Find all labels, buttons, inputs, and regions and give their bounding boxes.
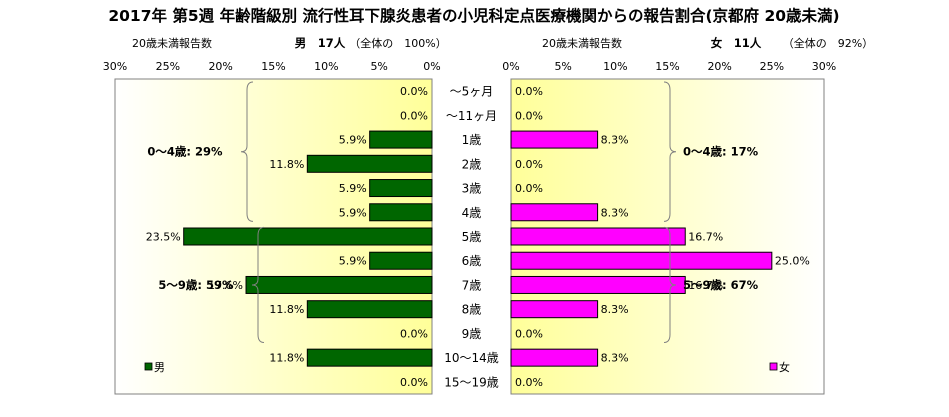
female-bar <box>510 275 686 294</box>
male-bar <box>306 300 433 319</box>
right-tick-label: 15% <box>655 60 679 73</box>
category-label: ～5ヶ月 <box>450 85 494 99</box>
female-value-label: 16.7% <box>688 279 723 292</box>
right-group-label: 5～9歳: 67% <box>683 278 759 292</box>
female-bar <box>510 300 599 319</box>
female-value-label: 8.3% <box>601 303 629 316</box>
right-tick-label: 25% <box>760 60 784 73</box>
legend-male-swatch <box>144 362 153 371</box>
category-label: 7歳 <box>462 278 482 292</box>
category-label: 6歳 <box>462 254 482 268</box>
right-tick-label: 0% <box>502 60 519 73</box>
left-tick-label: 5% <box>370 60 387 73</box>
female-value-label: 8.3% <box>601 206 629 219</box>
right-header-share: （全体の 92%） <box>783 36 873 50</box>
female-value-label: 8.3% <box>601 134 629 147</box>
category-label: 5歳 <box>462 230 482 244</box>
male-bar <box>306 348 433 367</box>
left-tick-label: 15% <box>261 60 285 73</box>
male-value-label: 5.9% <box>339 134 367 147</box>
left-tick-label: 10% <box>314 60 338 73</box>
legend-female-label: 女 <box>779 360 790 374</box>
female-bar <box>510 251 773 270</box>
male-value-label: 17.6% <box>208 279 243 292</box>
male-value-label: 0.0% <box>400 327 428 340</box>
category-label: 10～14歳 <box>444 351 499 365</box>
male-value-label: 0.0% <box>400 85 428 98</box>
right-tick-label: 5% <box>554 60 571 73</box>
right-header-count: 女 11人 <box>711 36 762 50</box>
category-label: 3歳 <box>462 182 482 196</box>
male-value-label: 5.9% <box>339 206 367 219</box>
right-group-label: 0～4歳: 17% <box>683 145 759 159</box>
category-label: 2歳 <box>462 157 482 171</box>
right-tick-label: 10% <box>603 60 627 73</box>
right-header-label: 20歳未満報告数 <box>542 37 622 50</box>
male-value-label: 11.8% <box>269 303 304 316</box>
male-value-label: 11.8% <box>269 158 304 171</box>
category-label: 15～19歳 <box>444 375 499 389</box>
left-header-share: （全体の 100%） <box>349 36 446 50</box>
legend-male-label: 男 <box>154 361 165 374</box>
male-bar <box>369 203 433 222</box>
male-bar <box>369 251 433 270</box>
category-label: 8歳 <box>462 303 482 317</box>
female-bar <box>510 227 686 246</box>
female-value-label: 8.3% <box>601 352 629 365</box>
male-bar <box>369 130 433 149</box>
left-group-bracket <box>251 226 265 344</box>
left-tick-label: 30% <box>103 60 127 73</box>
left-group-bracket <box>240 81 254 222</box>
female-value-label: 0.0% <box>515 327 543 340</box>
left-header-count: 男 17人 <box>295 36 346 50</box>
male-value-label: 5.9% <box>339 182 367 195</box>
male-bar <box>306 154 433 173</box>
male-value-label: 0.0% <box>400 376 428 389</box>
female-bar <box>510 203 599 222</box>
left-tick-label: 20% <box>208 60 232 73</box>
right-group-bracket <box>663 226 677 344</box>
female-value-label: 0.0% <box>515 85 543 98</box>
legend-female-swatch <box>769 362 778 371</box>
left-tick-label: 25% <box>156 60 180 73</box>
left-group-label: 5～9歳: 59% <box>158 278 234 292</box>
female-value-label: 0.0% <box>515 182 543 195</box>
category-label: 1歳 <box>462 133 482 147</box>
male-value-label: 5.9% <box>339 255 367 268</box>
female-value-label: 0.0% <box>515 376 543 389</box>
left-header-label: 20歳未満報告数 <box>132 37 212 50</box>
male-bar <box>245 275 433 294</box>
male-value-label: 0.0% <box>400 109 428 122</box>
category-label: 4歳 <box>462 206 482 220</box>
female-value-label: 0.0% <box>515 109 543 122</box>
left-tick-label: 0% <box>423 60 440 73</box>
chart-title: 2017年 第5週 年齢階級別 流行性耳下腺炎患者の小児科定点医療機関からの報告… <box>108 6 839 25</box>
category-label: 9歳 <box>462 327 482 341</box>
female-value-label: 16.7% <box>688 231 723 244</box>
male-bar <box>183 227 433 246</box>
female-bar <box>510 348 599 367</box>
female-value-label: 25.0% <box>775 255 810 268</box>
female-bar <box>510 130 599 149</box>
male-value-label: 23.5% <box>146 231 181 244</box>
male-bar <box>369 179 433 198</box>
male-value-label: 11.8% <box>269 352 304 365</box>
right-tick-label: 20% <box>707 60 731 73</box>
left-group-label: 0～4歳: 29% <box>147 145 223 159</box>
category-label: ～11ヶ月 <box>446 109 497 123</box>
right-group-bracket <box>663 81 677 222</box>
female-value-label: 0.0% <box>515 158 543 171</box>
right-tick-label: 30% <box>812 60 836 73</box>
